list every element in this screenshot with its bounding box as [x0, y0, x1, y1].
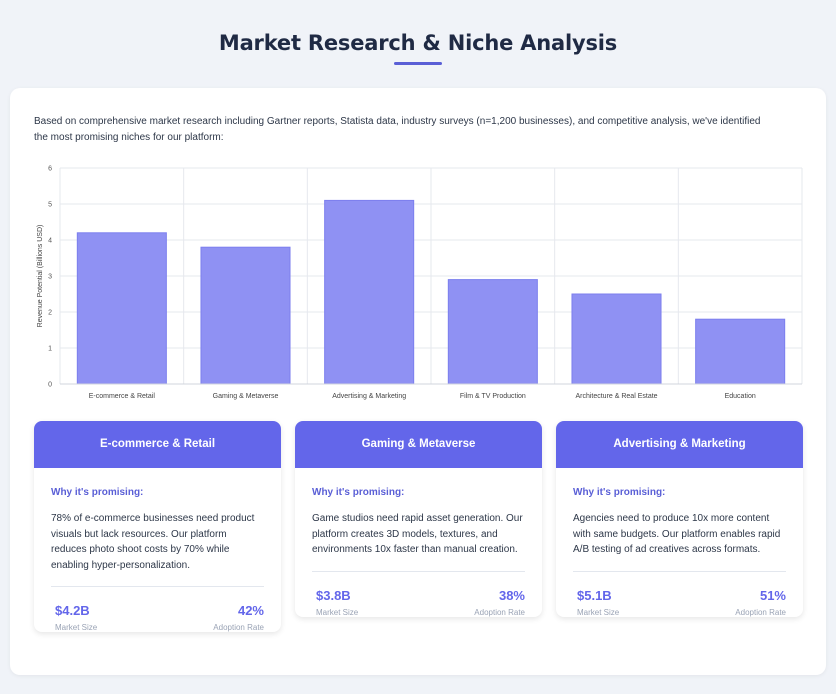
x-tick-label: E-commerce & Retail	[89, 393, 156, 400]
market-size-label: Market Size	[577, 607, 620, 617]
bar	[447, 279, 538, 385]
niche-card-title: Advertising & Marketing	[556, 421, 803, 468]
adoption-rate-label: Adoption Rate	[474, 607, 525, 617]
niche-reason: 78% of e-commerce businesses need produc…	[51, 513, 255, 571]
x-tick-label: Gaming & Metaverse	[213, 393, 279, 400]
why-promising-label: Why it's promising:	[573, 487, 666, 498]
niche-card-title: Gaming & Metaverse	[295, 421, 542, 468]
market-size-value: $4.2B	[55, 603, 90, 618]
x-tick-label: Architecture & Real Estate	[575, 393, 657, 400]
market-size-value: $3.8B	[316, 587, 351, 603]
market-size-label: Market Size	[316, 607, 359, 617]
y-tick-label: 4	[48, 238, 52, 245]
y-tick-label: 6	[48, 166, 52, 173]
adoption-rate-value: 42%	[237, 603, 264, 618]
market-size-label: Market Size	[55, 623, 98, 632]
why-promising-label: Why it's promising:	[51, 487, 144, 498]
bar	[200, 246, 291, 385]
revenue-bar-chart: 0 1 2 3 4 5 6 E-commerce & Retail Gaming & Metav…	[37, 166, 803, 400]
niche-card-ecommerce: E-commerce & Retail Why it's promising: …	[34, 421, 281, 632]
y-tick-label: 5	[48, 202, 52, 209]
niche-card-title: E-commerce & Retail	[34, 421, 281, 468]
adoption-rate-value: 51%	[759, 587, 786, 603]
why-promising-label: Why it's promising:	[312, 487, 405, 498]
x-tick-label: Education	[725, 393, 756, 400]
niche-card-gaming: Gaming & Metaverse Why it's promising: G…	[295, 421, 542, 617]
divider	[573, 570, 786, 572]
y-axis-label: Revenue Potential (Billions USD)	[37, 225, 44, 328]
bar	[695, 318, 786, 385]
adoption-rate-value: 38%	[498, 587, 525, 603]
y-tick-label: 3	[48, 274, 52, 281]
niche-reason: Game studios need rapid asset generation…	[312, 513, 523, 555]
y-tick-label: 1	[48, 346, 52, 353]
niche-reason: Agencies need to produce 10x more conten…	[573, 513, 781, 555]
intro-text: Based on comprehensive market research i…	[34, 116, 761, 143]
bar	[76, 232, 167, 385]
market-size-value: $5.1B	[577, 587, 612, 603]
bar	[571, 293, 662, 385]
title-underline	[394, 62, 442, 65]
x-tick-label: Film & TV Production	[460, 393, 526, 400]
niche-card-advertising: Advertising & Marketing Why it's promisi…	[556, 421, 803, 617]
adoption-rate-label: Adoption Rate	[735, 607, 786, 617]
divider	[312, 570, 525, 572]
adoption-rate-label: Adoption Rate	[213, 623, 264, 632]
page-title: Market Research & Niche Analysis	[218, 31, 618, 55]
bar	[324, 199, 415, 385]
x-tick-label: Advertising & Marketing	[332, 393, 406, 400]
y-tick-label: 0	[48, 382, 52, 389]
divider	[51, 586, 264, 587]
y-tick-label: 2	[48, 310, 52, 317]
